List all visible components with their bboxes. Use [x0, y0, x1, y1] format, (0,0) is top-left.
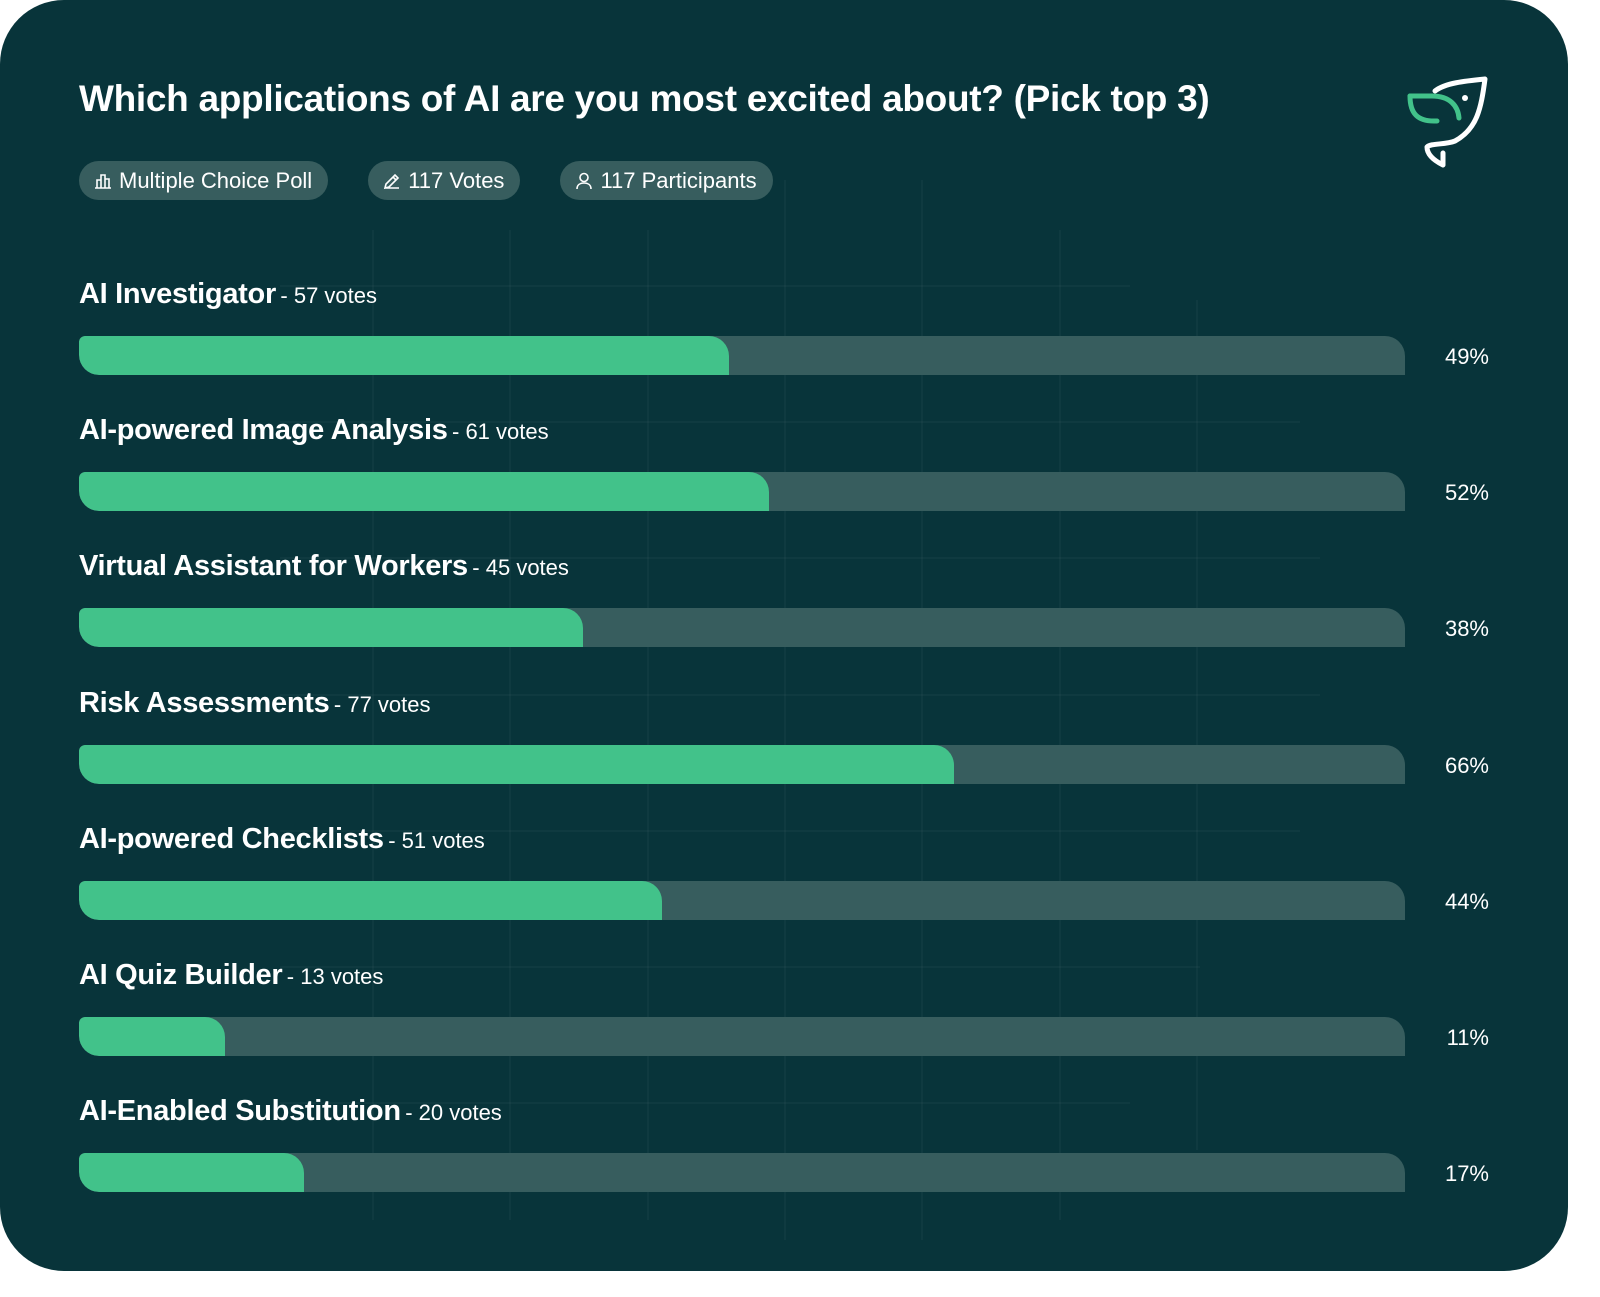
votes-badge: 117 Votes — [368, 161, 521, 200]
bar-fill — [79, 744, 955, 784]
bar-fill — [79, 472, 769, 512]
bar-fill — [79, 880, 663, 920]
poll-card: Which applications of AI are you most ex… — [0, 0, 1568, 1271]
poll-type-badge: Multiple Choice Poll — [79, 161, 329, 200]
option-label: AI-powered Image Analysis - 61 votes — [79, 414, 549, 447]
option-label: Risk Assessments - 77 votes — [79, 687, 431, 720]
bar-track — [79, 744, 1405, 784]
bar-fill — [79, 1153, 305, 1193]
option-votes: - 77 votes — [333, 691, 431, 717]
person-icon — [576, 172, 593, 189]
bar-track — [79, 880, 1405, 920]
option-votes: - 51 votes — [388, 827, 485, 853]
poll-title: Which applications of AI are you most ex… — [79, 78, 1210, 119]
option-votes: - 45 votes — [472, 555, 569, 581]
pencil-icon — [384, 173, 400, 189]
option-percent: 49% — [1444, 344, 1489, 369]
option-label: AI-powered Checklists - 51 votes — [79, 823, 485, 856]
badge-label: 117 Votes — [408, 167, 505, 193]
bar-fill — [79, 608, 583, 648]
option-name: Virtual Assistant for Workers — [79, 550, 468, 583]
option-name: AI Investigator — [79, 278, 276, 310]
option-percent: 52% — [1444, 480, 1489, 506]
option-name: AI-powered Image Analysis — [79, 414, 448, 447]
option-percent: 44% — [1444, 888, 1489, 914]
bar-track — [79, 472, 1405, 512]
bar-track — [79, 1017, 1405, 1056]
poll-badges: Multiple Choice Poll 117 Votes 117 Parti… — [79, 161, 773, 200]
participants-badge: 117 Participants — [560, 161, 773, 200]
option-votes: - 61 votes — [452, 419, 549, 445]
option-label: AI-Enabled Substitution - 20 votes — [79, 1095, 502, 1128]
option-votes: - 57 votes — [280, 283, 377, 308]
bar-fill — [79, 336, 729, 375]
bar-chart-icon — [95, 173, 111, 189]
option-name: Risk Assessments — [79, 686, 330, 719]
bar-track — [79, 608, 1405, 648]
bar-track — [79, 336, 1405, 375]
option-votes: - 13 votes — [286, 964, 384, 989]
option-label: AI Investigator - 57 votes — [79, 278, 377, 311]
option-percent: 66% — [1444, 752, 1489, 778]
option-name: AI-Enabled Substitution — [79, 1095, 401, 1128]
option-name: AI-powered Checklists — [79, 822, 384, 855]
option-percent: 38% — [1444, 616, 1489, 642]
bar-fill — [79, 1017, 225, 1056]
option-label: Virtual Assistant for Workers - 45 votes — [79, 550, 569, 583]
option-votes: - 20 votes — [405, 1100, 502, 1126]
badge-label: 117 Participants — [600, 167, 757, 193]
bird-logo — [1407, 76, 1488, 168]
badge-label: Multiple Choice Poll — [119, 167, 313, 193]
option-percent: 17% — [1444, 1161, 1489, 1187]
option-name: AI Quiz Builder — [79, 959, 283, 991]
option-label: AI Quiz Builder - 13 votes — [79, 959, 383, 992]
bar-track — [79, 1153, 1405, 1193]
option-percent: 11% — [1446, 1025, 1489, 1050]
